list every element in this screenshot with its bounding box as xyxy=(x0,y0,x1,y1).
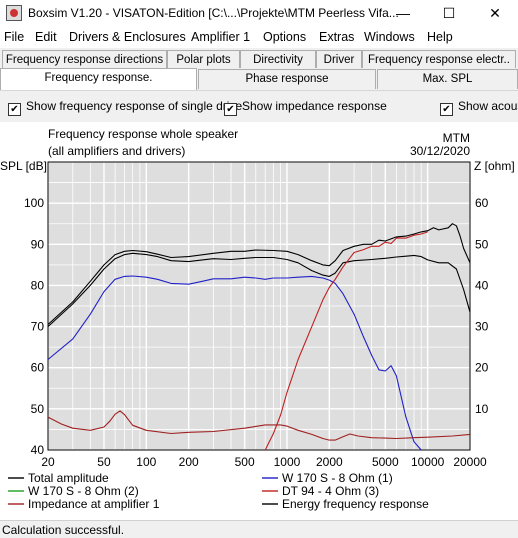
menu-drivers-enclosures[interactable]: Drivers & Enclosures xyxy=(69,30,186,44)
legend-label: W 170 S - 8 Ohm (1) xyxy=(282,471,393,485)
checkbox-checked-icon[interactable]: ✔ xyxy=(8,103,21,116)
menu-edit[interactable]: Edit xyxy=(35,30,57,44)
title-bar: Boxsim V1.20 - VISATON-Edition [C:\...\P… xyxy=(0,0,518,27)
y-tick-label: 90 xyxy=(31,237,45,251)
y-tick-label: 80 xyxy=(31,278,45,292)
y2-tick-label: 40 xyxy=(475,278,489,292)
tab-strip: Frequency response directions Polar plot… xyxy=(0,48,518,90)
acoustic-checkbox[interactable]: ✔ Show acous xyxy=(440,99,518,116)
options-bar: ✔ Show frequency response of single drive… xyxy=(0,90,518,123)
legend-label: Impedance at amplifier 1 xyxy=(28,497,160,511)
status-bar: Calculation successful. xyxy=(0,520,518,538)
x-tick-label: 20 xyxy=(41,455,55,469)
tab-directivity[interactable]: Directivity xyxy=(240,50,316,68)
series-line-total-amplitude xyxy=(47,252,471,328)
y-tick-label: 50 xyxy=(31,402,45,416)
legend-label: Total amplitude xyxy=(28,471,109,485)
tab-frequency-response-directions[interactable]: Frequency response directions xyxy=(2,50,167,68)
chart-panel: Frequency response whole speaker (all am… xyxy=(0,122,518,520)
single-drive-checkbox[interactable]: ✔ Show frequency response of single drive xyxy=(8,99,242,116)
menu-options[interactable]: Options xyxy=(263,30,307,44)
series-line-dt-94-4-ohm-3 xyxy=(264,231,428,451)
menu-windows[interactable]: Windows xyxy=(364,30,415,44)
y2-tick-label: 20 xyxy=(475,361,489,375)
single-drive-label: Show frequency response of single drive xyxy=(26,99,243,113)
x-tick-label: 1000 xyxy=(274,455,301,469)
chart-title: Frequency response whole speaker xyxy=(48,127,238,141)
tab-driver[interactable]: Driver xyxy=(316,50,362,68)
x-tick-label: 50 xyxy=(97,455,111,469)
x-tick-label: 2000 xyxy=(316,455,343,469)
legend: Total amplitude W 170 S - 8 Ohm (1) W 170 … xyxy=(8,471,429,511)
series-lines xyxy=(47,223,471,451)
status-text: Calculation successful. xyxy=(2,523,125,537)
tab-frequency-response[interactable]: Frequency response. xyxy=(0,68,197,90)
x-tick-label: 200 xyxy=(179,455,199,469)
x-tick-label: 5000 xyxy=(372,455,399,469)
checkbox-checked-icon[interactable]: ✔ xyxy=(440,103,453,116)
x-tick-label: 100 xyxy=(136,455,156,469)
y-tick-label: 40 xyxy=(31,443,45,457)
tab-phase-response[interactable]: Phase response xyxy=(198,69,376,89)
chart-date: 30/12/2020 xyxy=(410,144,470,158)
menu-file[interactable]: File xyxy=(4,30,25,44)
menu-bar: File Edit Drivers & Enclosures Amplifier… xyxy=(0,27,518,48)
x-tick-label: 10000 xyxy=(411,455,445,469)
legend-label: W 170 S - 8 Ohm (2) xyxy=(28,484,139,498)
tab-frequency-response-electr[interactable]: Frequency response electr.. xyxy=(362,50,516,68)
menu-extras[interactable]: Extras xyxy=(319,30,355,44)
y2-tick-label: 60 xyxy=(475,196,489,210)
app-icon xyxy=(6,5,22,21)
series-line-impedance-at-amplifier-1 xyxy=(47,410,471,441)
y-tick-label: 70 xyxy=(31,320,45,334)
close-button[interactable]: ✕ xyxy=(489,5,501,21)
window-title: Boxsim V1.20 - VISATON-Edition [C:\...\P… xyxy=(28,6,399,20)
minimize-button[interactable]: — xyxy=(396,5,410,21)
frequency-response-chart: Frequency response whole speaker (all am… xyxy=(0,127,515,511)
plot-frame xyxy=(47,161,471,451)
y2-tick-label: 50 xyxy=(475,237,489,251)
menu-amplifier[interactable]: Amplifier 1 xyxy=(191,30,251,44)
impedance-label: Show impedance response xyxy=(242,99,387,113)
checkbox-checked-icon[interactable]: ✔ xyxy=(224,103,237,116)
impedance-checkbox[interactable]: ✔ Show impedance response xyxy=(224,99,387,116)
series-line-energy-frequency-response xyxy=(47,223,471,325)
y-tick-label: 60 xyxy=(31,361,45,375)
tab-max-spl[interactable]: Max. SPL xyxy=(377,69,518,89)
y-tick-label: 100 xyxy=(24,196,44,210)
tab-polar-plots[interactable]: Polar plots xyxy=(167,50,240,68)
grid xyxy=(47,161,471,451)
maximize-button[interactable]: ☐ xyxy=(442,5,456,21)
legend-label: DT 94 - 4 Ohm (3) xyxy=(282,484,379,498)
series-line-w-170-s-8-ohm-1 xyxy=(47,275,422,451)
x-tick-label: 20000 xyxy=(453,455,487,469)
x-tick-label: 500 xyxy=(235,455,255,469)
y2-axis-label: Z [ohm] xyxy=(474,159,515,173)
legend-label: Energy frequency response xyxy=(282,497,429,511)
menu-help[interactable]: Help xyxy=(427,30,453,44)
acoustic-label: Show acous xyxy=(458,99,518,113)
chart-author: MTM xyxy=(443,131,470,145)
y-axis-label: SPL [dB] xyxy=(0,159,47,173)
tick-labels: 20 50 100 200 500 1000 2000 5000 10000 20000 40 50 6… xyxy=(24,196,489,469)
y2-tick-label: 10 xyxy=(475,402,489,416)
y2-tick-label: 30 xyxy=(475,320,489,334)
chart-subtitle: (all amplifiers and drivers) xyxy=(48,144,185,158)
